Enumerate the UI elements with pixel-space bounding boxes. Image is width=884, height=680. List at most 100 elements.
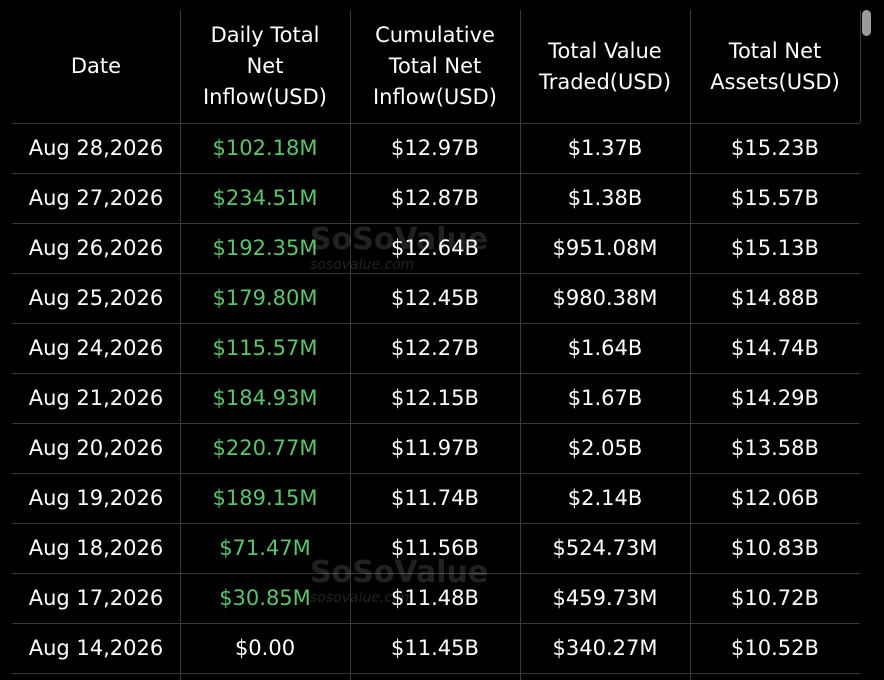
header-text: Total Value	[548, 38, 662, 63]
table-cell: $0.00	[180, 623, 350, 673]
watermark: SoSoValue sosovalue.com	[310, 555, 488, 606]
grid-line	[12, 473, 860, 474]
grid-line	[12, 273, 860, 274]
table-cell: $179.80M	[180, 273, 350, 323]
table-cell: $10.52B	[690, 623, 860, 673]
table-cell: $11.56B	[350, 523, 520, 573]
cell-text: $12.64B	[391, 235, 479, 260]
table-cell: $11.48B	[350, 573, 520, 623]
table-cell: Aug 25,2026	[12, 273, 180, 323]
cell-text: Aug 21,2026	[28, 385, 164, 410]
cell-text: $12.87B	[391, 185, 479, 210]
cell-text: $234.51M	[212, 185, 318, 210]
table-cell: Aug 17,2026	[12, 573, 180, 623]
cell-text: $1.38B	[567, 185, 643, 210]
grid-line	[350, 10, 351, 680]
table-cell: $11.45B	[350, 623, 520, 673]
header-text: Daily Total	[210, 23, 320, 47]
cell-text: $12.06B	[731, 485, 819, 510]
grid-line	[12, 623, 860, 624]
scrollbar[interactable]	[862, 10, 871, 36]
table-cell: $15.57B	[690, 173, 860, 223]
grid-line	[12, 123, 860, 124]
table-cell: $12.27B	[350, 323, 520, 373]
table-cell: $10.83B	[690, 523, 860, 573]
table-cell: $14.29B	[690, 373, 860, 423]
cell-text: $12.97B	[391, 135, 479, 160]
cell-text: Aug 19,2026	[28, 485, 164, 510]
table-cell: $2.14B	[520, 473, 690, 523]
cell-text: $192.35M	[212, 235, 318, 260]
grid-line	[12, 373, 860, 374]
cell-text: $340.27M	[552, 635, 658, 660]
grid-line	[12, 173, 860, 174]
table-cell: $12.97B	[350, 123, 520, 173]
header-text: Assets(USD)	[710, 69, 840, 94]
cell-text: $11.56B	[391, 535, 479, 560]
cell-text: Aug 17,2026	[28, 585, 164, 610]
cell-text: $14.74B	[731, 335, 819, 360]
table-cell: $980.38M	[520, 273, 690, 323]
header-cell: Cumulative Total Net Inflow(USD)	[350, 10, 520, 123]
table-cell: $14.74B	[690, 323, 860, 373]
table-cell: Aug 14,2026	[12, 623, 180, 673]
watermark-name: SoSoValue	[310, 555, 489, 590]
watermark-url: sosovalue.com	[310, 590, 415, 606]
cell-text: $12.27B	[391, 335, 479, 360]
header-text: Net	[246, 54, 284, 78]
cell-text: $71.47M	[219, 535, 311, 560]
cell-text: $189.15M	[212, 485, 318, 510]
table-cell: $220.77M	[180, 423, 350, 473]
cell-text: $1.37B	[567, 135, 643, 160]
grid-line	[12, 673, 860, 674]
table-cell: $1.64B	[520, 323, 690, 373]
header-cell: Daily Total Net Inflow(USD)	[180, 10, 350, 123]
header-text: Date	[70, 54, 122, 78]
table-cell: Aug 20,2026	[12, 423, 180, 473]
watermark-url: sosovalue.com	[310, 257, 415, 273]
cell-text: $30.85M	[219, 585, 311, 610]
table-cell: $192.35M	[180, 223, 350, 273]
cell-text: $10.83B	[731, 535, 819, 560]
grid-line	[12, 223, 860, 224]
grid-line	[12, 523, 860, 524]
table-cell: $184.93M	[180, 373, 350, 423]
table-cell: $15.13B	[690, 223, 860, 273]
cell-text: $2.14B	[567, 485, 643, 510]
table-cell: $30.85M	[180, 573, 350, 623]
cell-text: $1.64B	[567, 335, 643, 360]
table-cell: $10.72B	[690, 573, 860, 623]
cell-text: Aug 26,2026	[28, 235, 164, 260]
header-text: Cumulative	[375, 23, 495, 47]
cell-text: $13.58B	[731, 435, 819, 460]
cell-text: $11.74B	[391, 485, 479, 510]
cell-text: $15.23B	[731, 135, 819, 160]
cell-text: Aug 18,2026	[28, 535, 164, 560]
cell-text: $951.08M	[552, 235, 658, 260]
table-cell: $13.58B	[690, 423, 860, 473]
cell-text: $15.57B	[731, 185, 819, 210]
cell-text: Aug 20,2026	[28, 435, 164, 460]
table-cell: $524.73M	[520, 523, 690, 573]
table-cell: $1.38B	[520, 173, 690, 223]
table-cell: $12.15B	[350, 373, 520, 423]
cell-text: Aug 25,2026	[28, 285, 164, 310]
table-cell: $11.74B	[350, 473, 520, 523]
table-cell: Aug 28,2026	[12, 123, 180, 173]
cell-text: $11.97B	[391, 435, 479, 460]
grid-line	[180, 10, 181, 680]
table-cell: $15.23B	[690, 123, 860, 173]
table-cell: $12.64B	[350, 223, 520, 273]
table-cell: Aug 21,2026	[12, 373, 180, 423]
table-cell: $1.67B	[520, 373, 690, 423]
grid-line	[520, 10, 521, 680]
cell-text: $12.15B	[391, 385, 479, 410]
grid-line	[860, 10, 861, 123]
table-cell: Aug 27,2026	[12, 173, 180, 223]
cell-text: $179.80M	[212, 285, 318, 310]
cell-text: $1.67B	[567, 385, 643, 410]
cell-text: $10.72B	[731, 585, 819, 610]
cell-text: Aug 27,2026	[28, 185, 164, 210]
cell-text: $10.52B	[731, 635, 819, 660]
